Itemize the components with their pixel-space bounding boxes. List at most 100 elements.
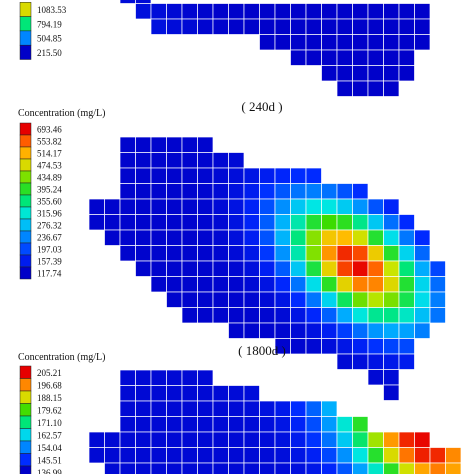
grid-cell [336, 3, 353, 20]
grid-cell [274, 18, 291, 35]
grid-cell [274, 198, 291, 215]
grid-cell [228, 276, 245, 293]
grid-cell [383, 34, 400, 51]
grid-cell [305, 198, 322, 215]
grid-cell [259, 167, 276, 184]
grid-cell [259, 447, 276, 464]
grid-cell [305, 400, 322, 417]
grid-cell [274, 245, 291, 262]
grid-cell [135, 447, 152, 464]
grid-cell [367, 462, 384, 474]
color-scale-tick-label: 117.74 [37, 269, 62, 279]
grid-cell [383, 214, 400, 231]
grid-cell [243, 400, 260, 417]
grid-cell [336, 183, 353, 200]
color-scale-tick-label: 794.19 [37, 19, 62, 29]
grid-cell [166, 18, 183, 35]
grid-cell [290, 462, 307, 474]
grid-cell [336, 322, 353, 339]
grid-cell [228, 214, 245, 231]
grid-cell [197, 431, 214, 448]
grid-cell [274, 276, 291, 293]
grid-cell [352, 183, 369, 200]
grid-cell [228, 3, 245, 20]
color-scale-tick-label: 504.85 [37, 34, 62, 44]
grid-cell [197, 385, 214, 402]
color-scale-swatch [19, 242, 32, 256]
grid-cell [352, 260, 369, 277]
grid-cell [135, 385, 152, 402]
grid-cell [243, 183, 260, 200]
grid-cell [398, 65, 415, 82]
grid-cell [119, 416, 136, 433]
grid-cell [383, 369, 400, 386]
grid-cell [181, 369, 198, 386]
grid-cell [290, 229, 307, 246]
grid-cell [367, 447, 384, 464]
grid-cell [290, 49, 307, 66]
grid-cell [212, 260, 229, 277]
grid-cell [414, 260, 431, 277]
grid-cell [367, 276, 384, 293]
grid-cell [305, 276, 322, 293]
grid-cell [197, 260, 214, 277]
grid-cell [398, 353, 415, 370]
grid-cell [243, 18, 260, 35]
grid-cell [398, 462, 415, 474]
grid-cell [352, 198, 369, 215]
grid-cell [135, 431, 152, 448]
color-scale-tick-label: 355.60 [37, 197, 62, 207]
grid-cell [383, 431, 400, 448]
grid-cell [119, 0, 136, 4]
color-scale-tick-label: 188.15 [37, 393, 62, 403]
color-scale-swatch [19, 158, 32, 172]
grid-cell [197, 400, 214, 417]
color-scale-tick-label: 514.17 [37, 149, 62, 159]
grid-cell [274, 431, 291, 448]
color-scale-tick-label: 693.46 [37, 125, 62, 135]
grid-cell [305, 229, 322, 246]
grid-cell [259, 18, 276, 35]
grid-cell [181, 229, 198, 246]
grid-cell [414, 291, 431, 308]
grid-cell [321, 431, 338, 448]
grid-cell [274, 322, 291, 339]
grid-cell [135, 369, 152, 386]
grid-cell [383, 3, 400, 20]
grid-cell [259, 307, 276, 324]
grid-cell [243, 198, 260, 215]
grid-cell [398, 245, 415, 262]
grid-cell [321, 307, 338, 324]
grid-cell [336, 34, 353, 51]
grid-cell [212, 152, 229, 169]
grid-cell [336, 416, 353, 433]
grid-cell [290, 322, 307, 339]
grid-cell [243, 307, 260, 324]
grid-cell [212, 18, 229, 35]
grid-cell [212, 167, 229, 184]
grid-cell [321, 49, 338, 66]
grid-cell [166, 416, 183, 433]
grid-cell [181, 214, 198, 231]
color-scale-swatch [19, 30, 32, 46]
grid-cell [166, 447, 183, 464]
color-scale-swatch [19, 170, 32, 184]
grid-cell [290, 260, 307, 277]
grid-cell [259, 260, 276, 277]
grid-cell [243, 245, 260, 262]
grid-cell [274, 183, 291, 200]
grid-cell [383, 353, 400, 370]
grid-cell [321, 416, 338, 433]
grid-cell [197, 136, 214, 153]
grid-cell [414, 431, 431, 448]
grid-cell [336, 198, 353, 215]
grid-cell [181, 260, 198, 277]
grid-cell [367, 3, 384, 20]
grid-cell [104, 229, 121, 246]
grid-cell [212, 291, 229, 308]
grid-cell [197, 152, 214, 169]
grid-cell [336, 291, 353, 308]
grid-cell [259, 416, 276, 433]
grid-cell [290, 18, 307, 35]
grid-cell [259, 3, 276, 20]
